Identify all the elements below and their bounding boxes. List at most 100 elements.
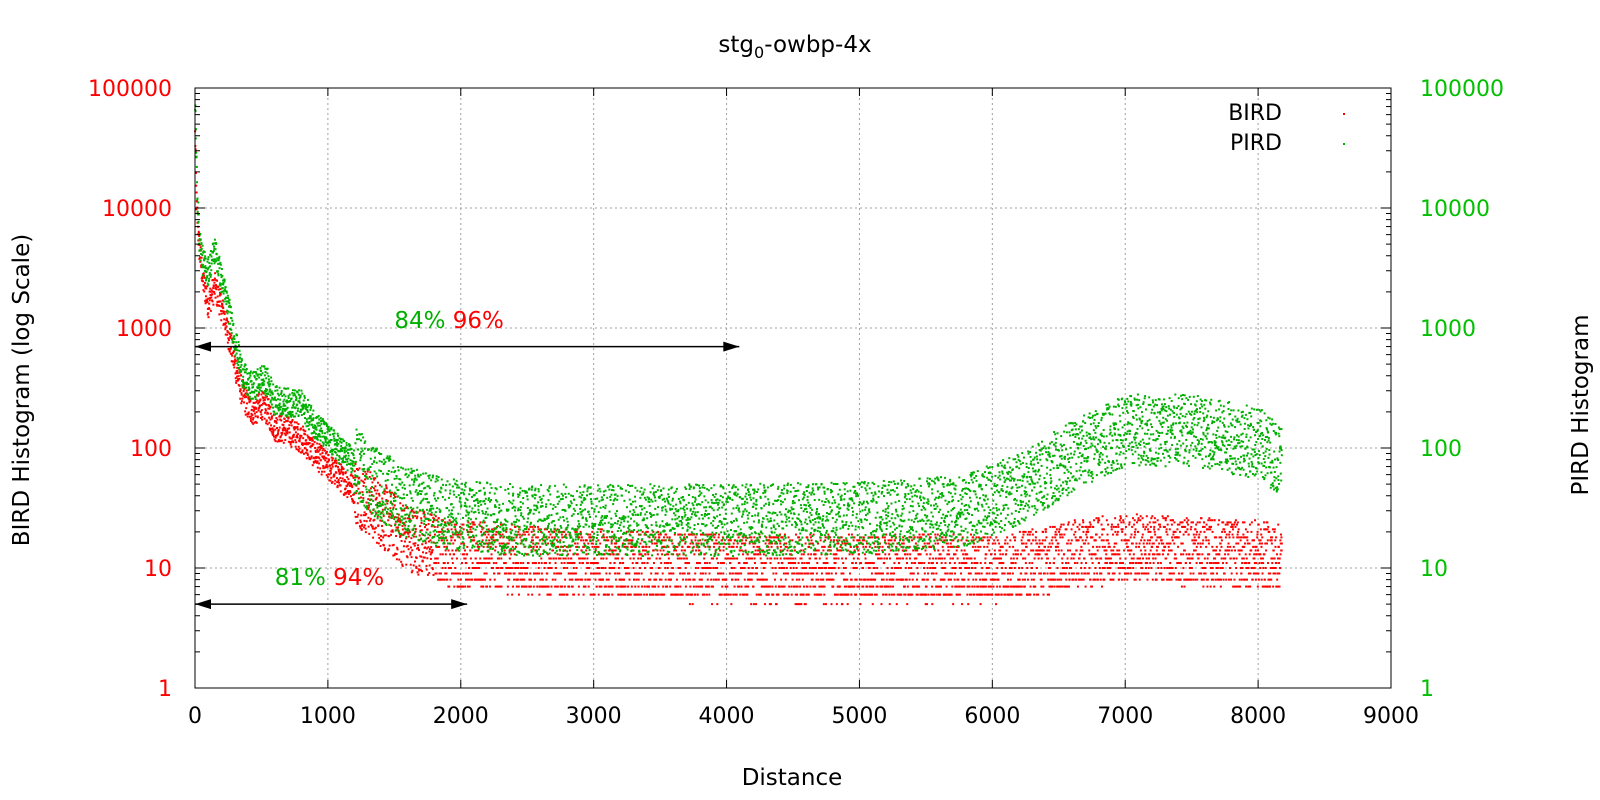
data-point [418, 549, 421, 552]
data-point [902, 542, 905, 545]
data-point [1123, 567, 1126, 569]
data-point [414, 515, 417, 518]
data-point [1251, 567, 1254, 569]
data-point [283, 417, 286, 420]
data-point [1073, 553, 1076, 556]
data-point [768, 536, 771, 539]
data-point [800, 553, 803, 556]
data-point [1060, 549, 1063, 552]
data-point [692, 542, 695, 545]
data-point [219, 291, 222, 294]
data-point [1045, 562, 1048, 565]
data-point [1239, 567, 1242, 569]
data-point [1135, 542, 1138, 545]
data-point [361, 491, 364, 494]
data-point [1156, 519, 1159, 522]
data-point [926, 567, 929, 569]
data-point [920, 593, 923, 596]
data-point [229, 335, 232, 338]
data-point [800, 603, 803, 606]
data-point [777, 536, 780, 539]
data-point [734, 578, 737, 581]
data-point [669, 578, 672, 581]
data-point [979, 585, 982, 588]
data-point [669, 562, 672, 565]
data-point [1129, 567, 1132, 569]
data-point [840, 549, 843, 552]
data-point [866, 578, 869, 581]
data-point [1139, 519, 1142, 522]
data-point [1147, 530, 1150, 533]
data-point [940, 585, 943, 588]
data-point [883, 536, 886, 539]
data-point [383, 534, 386, 537]
data-point [618, 578, 621, 581]
data-point [354, 476, 357, 479]
data-point [909, 553, 912, 556]
data-point [886, 567, 889, 569]
data-point [1026, 533, 1029, 536]
data-point [1165, 530, 1168, 533]
data-point [365, 520, 368, 523]
data-point [1234, 585, 1237, 588]
data-point [612, 536, 615, 539]
data-point [721, 585, 724, 588]
data-point [822, 578, 825, 581]
data-point [587, 533, 590, 536]
data-point [594, 578, 597, 581]
data-point [252, 401, 255, 404]
data-point [1186, 521, 1189, 524]
data-point [1192, 533, 1195, 536]
data-point [928, 557, 931, 560]
data-point [901, 578, 904, 581]
data-point [484, 530, 487, 533]
data-point [397, 513, 400, 516]
data-point [358, 476, 361, 479]
data-point [1230, 525, 1233, 528]
data-point [680, 593, 683, 596]
data-point [737, 536, 740, 539]
data-point [1075, 578, 1078, 581]
data-point [686, 593, 689, 596]
data-point [1010, 567, 1013, 569]
data-point [1158, 542, 1161, 545]
data-point [1208, 553, 1211, 556]
data-point [918, 585, 921, 588]
data-point [552, 557, 555, 560]
data-point [1047, 567, 1050, 569]
data-point [1166, 578, 1169, 581]
data-point [291, 420, 294, 423]
data-point [376, 481, 379, 484]
data-point [494, 549, 497, 552]
data-point [1210, 572, 1213, 575]
data-point [781, 536, 784, 539]
data-point [871, 536, 874, 539]
data-point [226, 341, 229, 344]
data-point [289, 443, 292, 446]
data-point [526, 572, 529, 575]
data-point [627, 593, 630, 596]
data-point [1119, 557, 1122, 560]
data-point [499, 523, 502, 526]
data-point [652, 530, 655, 533]
data-point [409, 553, 412, 556]
data-point [770, 536, 773, 539]
data-point [234, 372, 237, 375]
data-point [1083, 567, 1086, 569]
data-point [1011, 572, 1014, 575]
data-point [389, 495, 392, 498]
data-point [314, 451, 317, 454]
data-point [833, 567, 836, 569]
data-point [1140, 539, 1143, 542]
data-point [812, 585, 815, 588]
data-point [376, 503, 379, 506]
data-point [1243, 545, 1246, 548]
data-point [1105, 553, 1108, 556]
data-point [1113, 542, 1116, 545]
data-point [929, 567, 932, 569]
data-point [270, 428, 273, 431]
data-point [253, 408, 256, 411]
data-point [1089, 525, 1092, 528]
data-point [573, 562, 576, 565]
data-point [676, 545, 679, 548]
